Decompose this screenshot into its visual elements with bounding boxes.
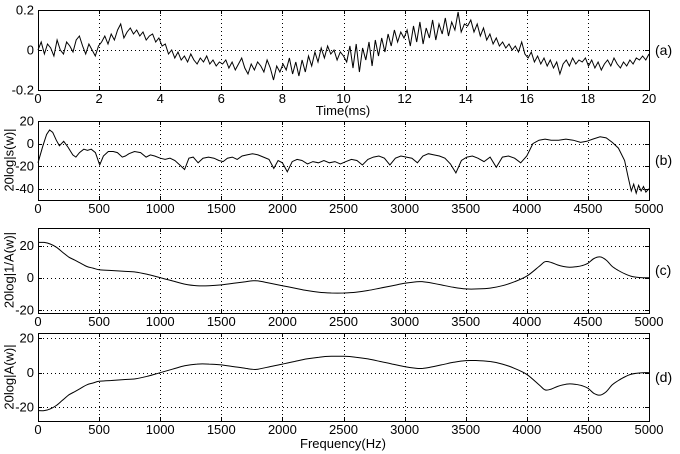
xlabel-time: Time(ms) bbox=[315, 103, 371, 118]
x-tick-label: 8 bbox=[279, 91, 286, 106]
y-tick-label: 20 bbox=[20, 238, 34, 253]
y-tick-label: 20 bbox=[20, 114, 34, 129]
x-tick-label: 12 bbox=[397, 91, 411, 106]
x-tick-label: 2000 bbox=[268, 314, 297, 329]
x-tick-label: 5000 bbox=[635, 314, 664, 329]
axis-box bbox=[38, 333, 650, 422]
panel-tag-c: (c) bbox=[655, 262, 672, 278]
axis-box bbox=[38, 10, 650, 91]
panel-tag-d: (d) bbox=[655, 369, 673, 385]
x-tick-label: 20 bbox=[642, 91, 656, 106]
data-curve-b bbox=[37, 129, 650, 195]
y-tick-label: -40 bbox=[15, 181, 34, 196]
data-curve-d bbox=[37, 355, 650, 412]
y-tick-label: 0 bbox=[27, 270, 34, 285]
y-tick-label: 0 bbox=[27, 43, 34, 58]
subplot-d: 0 500 1000 1500 2000 2500 3000 3500 4000 4500 5000… bbox=[15, 331, 663, 437]
x-tick-label: 500 bbox=[88, 201, 110, 216]
y-tick-label: 0 bbox=[27, 365, 34, 380]
x-tick-label: 2500 bbox=[329, 314, 358, 329]
x-tick-label: 4000 bbox=[512, 422, 541, 437]
axis-box bbox=[38, 228, 650, 314]
x-tick-label: 2000 bbox=[268, 201, 297, 216]
x-tick-label: 4000 bbox=[512, 201, 541, 216]
x-tick-label: 10 bbox=[336, 91, 350, 106]
x-tick-label: 6 bbox=[218, 91, 225, 106]
x-tick-label: 18 bbox=[581, 91, 595, 106]
x-tick-label: 4500 bbox=[573, 201, 602, 216]
x-tick-label: 5000 bbox=[635, 201, 664, 216]
x-tick-label: 3500 bbox=[451, 422, 480, 437]
x-tick-label: 2500 bbox=[329, 201, 358, 216]
subplot-a: 0 2 4 6 8 10 12 14 16 18 200.20-0.2 bbox=[12, 3, 657, 107]
x-tick-label: 0 bbox=[34, 91, 41, 106]
x-tick-label: 0 bbox=[34, 314, 41, 329]
x-tick-label: 0 bbox=[34, 422, 41, 437]
x-tick-label: 2500 bbox=[329, 422, 358, 437]
x-tick-label: 3000 bbox=[390, 201, 419, 216]
x-tick-label: 4500 bbox=[573, 422, 602, 437]
data-curve-a bbox=[37, 11, 650, 81]
x-tick-label: 5000 bbox=[635, 422, 664, 437]
subplot-c: 0 500 1000 1500 2000 2500 3000 3500 4000 4500 5000… bbox=[15, 228, 663, 329]
y-tick-label: -0.2 bbox=[12, 83, 34, 98]
x-tick-label: 500 bbox=[88, 422, 110, 437]
subplot-b: 0 500 1000 1500 2000 2500 3000 3500 4000 4500 5000… bbox=[15, 114, 663, 217]
x-tick-label: 4 bbox=[157, 91, 164, 106]
x-tick-label: 1000 bbox=[146, 201, 175, 216]
data-curve-c bbox=[37, 241, 650, 294]
ylabel-inverse-filter: 20log|1/A(w)| bbox=[1, 231, 17, 309]
x-tick-label: 500 bbox=[88, 314, 110, 329]
x-tick-label: 16 bbox=[520, 91, 534, 106]
ylabel-spectrum: 20log|s(w)| bbox=[1, 128, 17, 192]
x-tick-label: 4000 bbox=[512, 314, 541, 329]
axis-box bbox=[38, 121, 650, 201]
x-tick-label: 3000 bbox=[390, 314, 419, 329]
y-tick-label: 0 bbox=[27, 136, 34, 151]
x-tick-label: 2 bbox=[95, 91, 102, 106]
x-tick-label: 1500 bbox=[207, 422, 236, 437]
x-tick-label: 3500 bbox=[451, 201, 480, 216]
x-tick-label: 3000 bbox=[390, 422, 419, 437]
x-tick-label: 3500 bbox=[451, 314, 480, 329]
x-tick-label: 1500 bbox=[207, 201, 236, 216]
ylabel-filter: 20log|A(w)| bbox=[1, 344, 17, 410]
x-tick-label: 14 bbox=[458, 91, 472, 106]
panel-tag-b: (b) bbox=[655, 152, 673, 168]
y-tick-label: -20 bbox=[15, 302, 34, 317]
x-tick-label: 1000 bbox=[146, 422, 175, 437]
x-tick-label: 2000 bbox=[268, 422, 297, 437]
panel-tag-a: (a) bbox=[655, 42, 673, 58]
x-tick-label: 0 bbox=[34, 201, 41, 216]
y-tick-label: 20 bbox=[20, 331, 34, 346]
xlabel-frequency: Frequency(Hz) bbox=[300, 436, 386, 451]
x-tick-label: 4500 bbox=[573, 314, 602, 329]
y-tick-label: -20 bbox=[15, 159, 34, 174]
x-tick-label: 1000 bbox=[146, 314, 175, 329]
y-tick-label: -20 bbox=[15, 400, 34, 415]
x-tick-label: 1500 bbox=[207, 314, 236, 329]
y-tick-label: 0.2 bbox=[16, 3, 34, 18]
